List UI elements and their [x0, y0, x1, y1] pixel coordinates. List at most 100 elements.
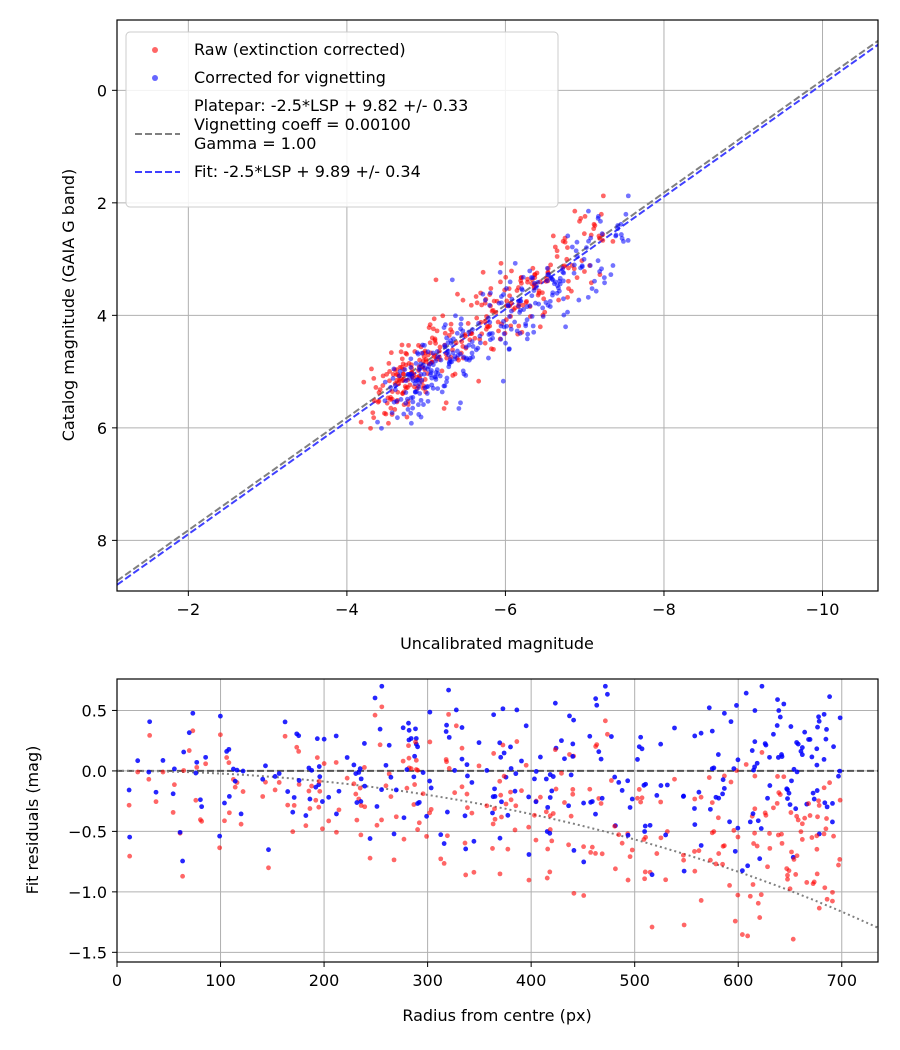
- corrected-residual-point: [492, 786, 497, 792]
- raw-residual-point: [711, 829, 717, 834]
- corrected-residual-point: [146, 769, 152, 775]
- corrected-residual-point: [469, 780, 475, 785]
- legend-box: [125, 31, 559, 208]
- raw-residual-point: [427, 810, 433, 816]
- raw-residual-point: [490, 821, 496, 827]
- vignetting-point: [571, 262, 577, 268]
- raw-point: [453, 340, 459, 346]
- raw-point: [525, 276, 530, 282]
- vignetting-point: [469, 339, 475, 345]
- bottom-axes-frame: [116, 678, 879, 963]
- raw-residual-point: [415, 767, 421, 773]
- corrected-residual-point: [388, 774, 394, 780]
- vignetting-point: [394, 398, 399, 404]
- vignetting-point: [413, 361, 419, 366]
- corrected-residual-point: [658, 783, 664, 788]
- raw-point: [495, 319, 501, 325]
- raw-residual-point: [636, 787, 642, 792]
- vignetting-point: [497, 269, 503, 275]
- corrected-residual-point: [732, 848, 738, 854]
- corrected-residual-point: [391, 831, 397, 837]
- corrected-residual-point: [464, 762, 470, 768]
- raw-residual-point: [663, 877, 669, 883]
- raw-residual-point: [453, 723, 459, 729]
- raw-residual-point: [519, 788, 524, 794]
- raw-residual-point: [217, 732, 223, 738]
- corrected-residual-point: [824, 804, 830, 810]
- raw-residual-point: [816, 798, 821, 804]
- corrected-residual-point: [654, 793, 660, 798]
- vignetting-point: [419, 350, 425, 356]
- raw-residual-point: [822, 885, 828, 891]
- corrected-residual-point: [307, 796, 313, 802]
- corrected-residual-point: [217, 713, 223, 719]
- vignetting-point: [470, 344, 476, 349]
- vignetting-point: [498, 336, 504, 342]
- corrected-residual-point: [762, 741, 768, 747]
- corrected-residual-point: [824, 726, 829, 732]
- corrected-residual-point: [320, 799, 325, 804]
- raw-residual-point: [788, 810, 794, 815]
- raw-point: [564, 256, 570, 262]
- raw-residual-point: [589, 844, 595, 850]
- vignetting-point: [623, 211, 629, 217]
- vignetting-point: [598, 218, 603, 224]
- raw-residual-point: [222, 818, 227, 824]
- raw-point: [565, 278, 571, 284]
- raw-point: [388, 395, 393, 400]
- raw-residual-point: [594, 742, 600, 748]
- corrected-residual-point: [775, 755, 781, 760]
- raw-residual-point: [581, 893, 587, 898]
- raw-residual-point: [146, 776, 152, 782]
- corrected-residual-point: [566, 803, 571, 809]
- raw-residual-point: [767, 831, 772, 836]
- bottom-ytick-label: −1.5: [68, 943, 107, 962]
- vignetting-point: [610, 263, 616, 268]
- raw-point: [552, 244, 558, 250]
- raw-residual-point: [709, 800, 715, 806]
- raw-residual-point: [811, 879, 817, 885]
- vignetting-point: [403, 390, 409, 395]
- vignetting-point: [434, 367, 440, 373]
- corrected-residual-point: [334, 811, 339, 817]
- raw-residual-point: [459, 745, 465, 751]
- corrected-residual-point: [290, 809, 296, 815]
- corrected-residual-point: [629, 796, 635, 802]
- corrected-residual-point: [181, 749, 187, 755]
- raw-residual-point: [549, 838, 555, 844]
- top-xtick-label: −6: [494, 600, 518, 619]
- corrected-residual-point: [635, 757, 640, 762]
- raw-point: [371, 415, 377, 421]
- corrected-residual-point: [814, 788, 820, 793]
- corrected-residual-point: [226, 794, 232, 799]
- corrected-residual-point: [716, 795, 722, 801]
- raw-residual-point: [735, 892, 741, 898]
- vignetting-point: [565, 233, 571, 239]
- raw-residual-point: [642, 869, 648, 875]
- vignetting-point: [422, 342, 427, 348]
- corrected-residual-point: [413, 726, 418, 732]
- corrected-residual-point: [498, 754, 504, 760]
- raw-point: [423, 356, 429, 362]
- raw-residual-point: [814, 871, 820, 877]
- vignetting-point: [573, 248, 579, 254]
- corrected-residual-point: [234, 767, 240, 773]
- raw-residual-point: [333, 760, 339, 765]
- vignetting-point: [405, 406, 411, 412]
- corrected-residual-point: [774, 723, 780, 728]
- raw-residual-point: [587, 786, 593, 792]
- top-xtick-label: −4: [335, 600, 359, 619]
- raw-point: [433, 340, 438, 346]
- corrected-residual-point: [377, 726, 383, 732]
- raw-point: [392, 406, 398, 412]
- vignetting-point: [625, 193, 631, 199]
- vignetting-point: [403, 378, 409, 384]
- raw-point: [556, 297, 562, 303]
- raw-point: [388, 350, 394, 356]
- vignetting-point: [523, 323, 529, 329]
- raw-point: [582, 269, 587, 274]
- vignetting-point: [625, 238, 631, 243]
- raw-residual-point: [147, 733, 153, 738]
- raw-residual-point: [272, 787, 278, 793]
- corrected-residual-point: [406, 737, 412, 743]
